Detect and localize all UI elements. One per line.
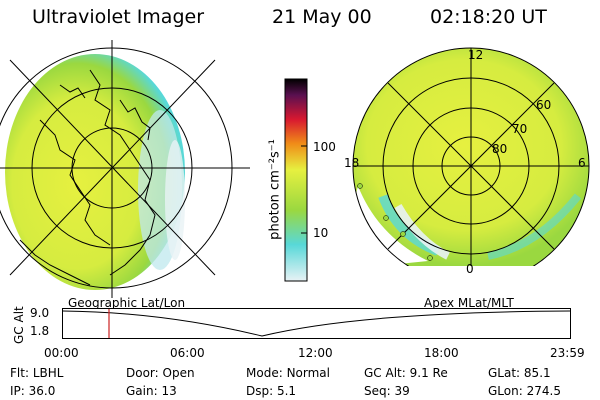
info-flt: Flt: LBHL: [10, 366, 64, 380]
timeline-x-tick-2359: 23:59: [550, 346, 585, 360]
left-panel-caption: Geographic Lat/Lon: [68, 296, 186, 310]
timeline-x-tick-1800: 18:00: [424, 346, 459, 360]
info-gain: Gain: 13: [126, 384, 177, 398]
emission-region: [5, 54, 185, 290]
timeline-x-tick-0000: 00:00: [44, 346, 79, 360]
mlat-label-70: 70: [512, 122, 528, 136]
info-mode: Mode: Normal: [246, 366, 330, 380]
altitude-curve: [62, 310, 571, 337]
colorbar-tick-10: 10: [313, 226, 329, 240]
info-door: Door: Open: [126, 366, 195, 380]
mlat-label-60: 60: [536, 98, 552, 112]
coastlines: [19, 69, 156, 286]
mlt-label-18: 18: [344, 156, 360, 170]
info-dsp: Dsp: 5.1: [246, 384, 297, 398]
info-glat: GLat: 85.1: [488, 366, 551, 380]
colorbar-tick-100: 100: [313, 140, 336, 154]
info-seq: Seq: 39: [364, 384, 410, 398]
geographic-image: [0, 40, 250, 298]
time-label: 02:18:20 UT: [430, 6, 547, 28]
date-label: 21 May 00: [272, 6, 372, 28]
timeline-axis-label: GC Alt: [12, 306, 26, 344]
timeline-y-tick-low: 1.8: [30, 324, 50, 338]
info-glon: GLon: 274.5: [488, 384, 561, 398]
mlt-label-12: 12: [468, 48, 484, 62]
timeline-y-tick-high: 9.0: [30, 306, 50, 320]
colorbar-unit-label: photon cm⁻²s⁻¹: [267, 139, 283, 240]
mlt-label-0: 0: [466, 262, 474, 276]
mlat-label-80: 80: [492, 142, 508, 156]
apex-polar-plot: [352, 47, 590, 266]
altitude-timeline: [62, 308, 571, 339]
right-panel-caption: Apex MLat/MLT: [424, 296, 514, 310]
info-gc-alt: GC Alt: 9.1 Re: [364, 366, 448, 380]
info-ip: IP: 36.0: [10, 384, 56, 398]
timeline-x-tick-0600: 06:00: [170, 346, 205, 360]
instrument-title: Ultraviolet Imager: [32, 6, 205, 28]
timeline-x-tick-1200: 12:00: [298, 346, 333, 360]
color-bar: [284, 78, 308, 282]
lat-lon-grid: [0, 40, 250, 298]
mlt-label-6: 6: [578, 156, 586, 170]
mlat-grid: [352, 47, 590, 266]
